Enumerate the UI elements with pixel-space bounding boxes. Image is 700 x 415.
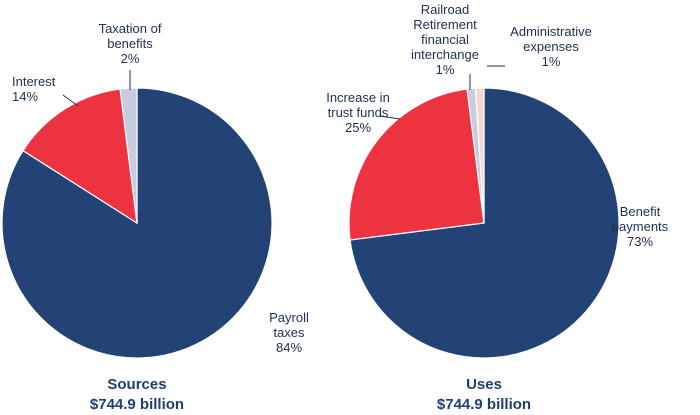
uses-pie-slice-3 [474,87,485,224]
sources-slice-label-2: Taxation of benefits 2% [99,21,162,66]
slice-label-line: taxes [273,325,305,340]
uses-slice-label-0: Benefit payments 73% [612,204,669,249]
slice-label-line: 14% [12,89,38,104]
uses-pie-chart: Benefit payments 73% Increase in trust funds… [326,2,669,359]
sources-leader-line-1 [62,94,79,107]
uses-pie-slice-1 [348,88,485,241]
uses-slice-label-3: Administrative expenses 1% [510,24,592,69]
slice-label-line: Interest [12,74,56,89]
slice-label-line: trust funds [328,105,389,120]
slice-label-line: 25% [345,120,371,135]
slice-label-line: 1% [542,54,561,69]
sources-pie-slice-2 [119,87,138,224]
sources-caption: Sources [107,376,166,393]
slice-label-line: payments [612,219,669,234]
slice-label-line: Payroll [269,310,309,325]
slice-label-line: benefits [107,36,153,51]
slice-label-line: 1% [436,62,455,77]
uses-slice-label-2: Railroad Retirement financial interchange 1% [411,2,479,77]
slice-label-line: interchange [411,47,479,62]
uses-caption: Uses [466,376,502,393]
slice-label-line: Administrative [510,24,592,39]
slice-label-line: financial [421,32,469,47]
slice-label-line: Taxation of [99,21,162,36]
slice-label-line: Increase in [326,90,390,105]
slice-label-line: 84% [276,340,302,355]
sources-slice-label-0: Payroll taxes 84% [269,310,309,355]
slice-label-line: Benefit [620,204,661,219]
sources-pie-slice-1 [22,88,138,225]
sources-total: $744.9 billion [90,396,184,413]
slice-label-line: Railroad [421,2,469,17]
uses-slice-label-1: Increase in trust funds 25% [326,90,390,135]
slice-label-line: 2% [121,51,140,66]
uses-leader-line-1 [379,115,401,120]
sources-slice-label-1: Interest 14% [12,74,56,104]
slice-label-line: 73% [627,234,653,249]
sources-pie-chart: Payroll taxes 84% Interest 14% Taxation of ben… [1,21,309,359]
slice-label-line: expenses [523,39,579,54]
slice-label-line: Retirement [413,17,477,32]
uses-total: $744.9 billion [437,396,531,413]
